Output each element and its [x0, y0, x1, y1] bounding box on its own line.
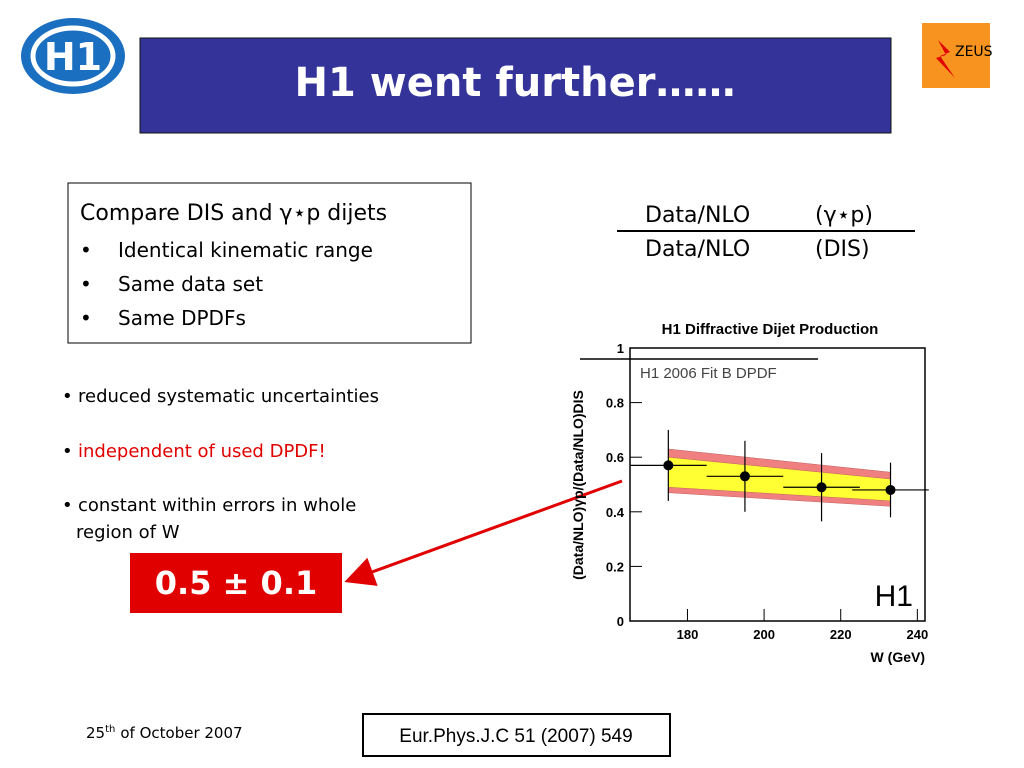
slide-title: H1 went further……: [295, 60, 736, 106]
data-point: [816, 482, 827, 493]
ratio-text: (DIS): [815, 237, 870, 262]
logo-text: H1: [44, 35, 102, 79]
logo-text: ZEUS: [955, 44, 993, 60]
x-axis-label: W (GeV): [871, 649, 925, 665]
y-tick-label: 0.2: [606, 559, 624, 574]
plot-frame: [629, 347, 926, 622]
result-box: [130, 553, 342, 613]
reference-box: [362, 713, 671, 757]
date-rest: of October 2007: [120, 724, 242, 742]
y-tick-label: 0.4: [606, 505, 625, 520]
point: reduced systematic uncertainties: [78, 386, 379, 407]
y-tick-label: 1: [617, 341, 624, 356]
x-tick-label: 200: [753, 627, 775, 642]
x-tick-label: 240: [906, 627, 928, 642]
y-tick-label: 0: [617, 614, 624, 629]
title-bar: [139, 37, 892, 134]
experiment-label: H1: [875, 580, 913, 613]
arrow: [344, 479, 623, 586]
bullet: •: [62, 495, 73, 516]
x-tick-label: 180: [677, 627, 699, 642]
h1-logo: H1: [21, 18, 125, 94]
point: independent of used DPDF!: [78, 441, 326, 462]
data-point: [739, 471, 750, 482]
footer-date: 25th of October 2007: [86, 724, 243, 742]
bullet: •: [80, 272, 92, 296]
y-axis-label: (Data/NLO)γp/(Data/NLO)DIS: [570, 390, 586, 580]
zeus-logo: ZEUS: [922, 23, 993, 88]
date-day: 25: [86, 724, 105, 742]
box-bullet: Identical kinematic range: [118, 238, 373, 262]
bullet: •: [62, 441, 73, 462]
box-heading: Compare DIS and γ⋆p dijets: [80, 201, 387, 226]
ratio-text: Data/NLO: [645, 237, 750, 262]
bullet: •: [80, 306, 92, 330]
x-tick-label: 220: [830, 627, 852, 642]
box-bullet: Same DPDFs: [118, 306, 246, 330]
date-suffix: th: [105, 724, 115, 735]
info-box: [67, 182, 472, 344]
box-bullet: Same data set: [118, 272, 263, 296]
ratio-text: (γ⋆p): [815, 203, 873, 228]
chart: H1 Diffractive Dijet Production H1 2006 F…: [570, 321, 929, 665]
ratio-text: Data/NLO: [645, 203, 750, 228]
bullet: •: [80, 238, 92, 262]
chart-title: H1 Diffractive Dijet Production: [662, 321, 879, 338]
reference: Eur.Phys.J.C 51 (2007) 549: [399, 726, 632, 747]
result: 0.5 ± 0.1: [155, 564, 317, 602]
bullet: •: [62, 386, 73, 407]
point: region of W: [76, 522, 180, 543]
y-tick-label: 0.8: [606, 396, 624, 411]
data-point: [885, 484, 896, 495]
legend-label: H1 2006 Fit B DPDF: [640, 365, 777, 382]
point: constant within errors in whole: [78, 495, 356, 516]
data-point: [663, 460, 674, 471]
y-tick-label: 0.6: [606, 450, 624, 465]
